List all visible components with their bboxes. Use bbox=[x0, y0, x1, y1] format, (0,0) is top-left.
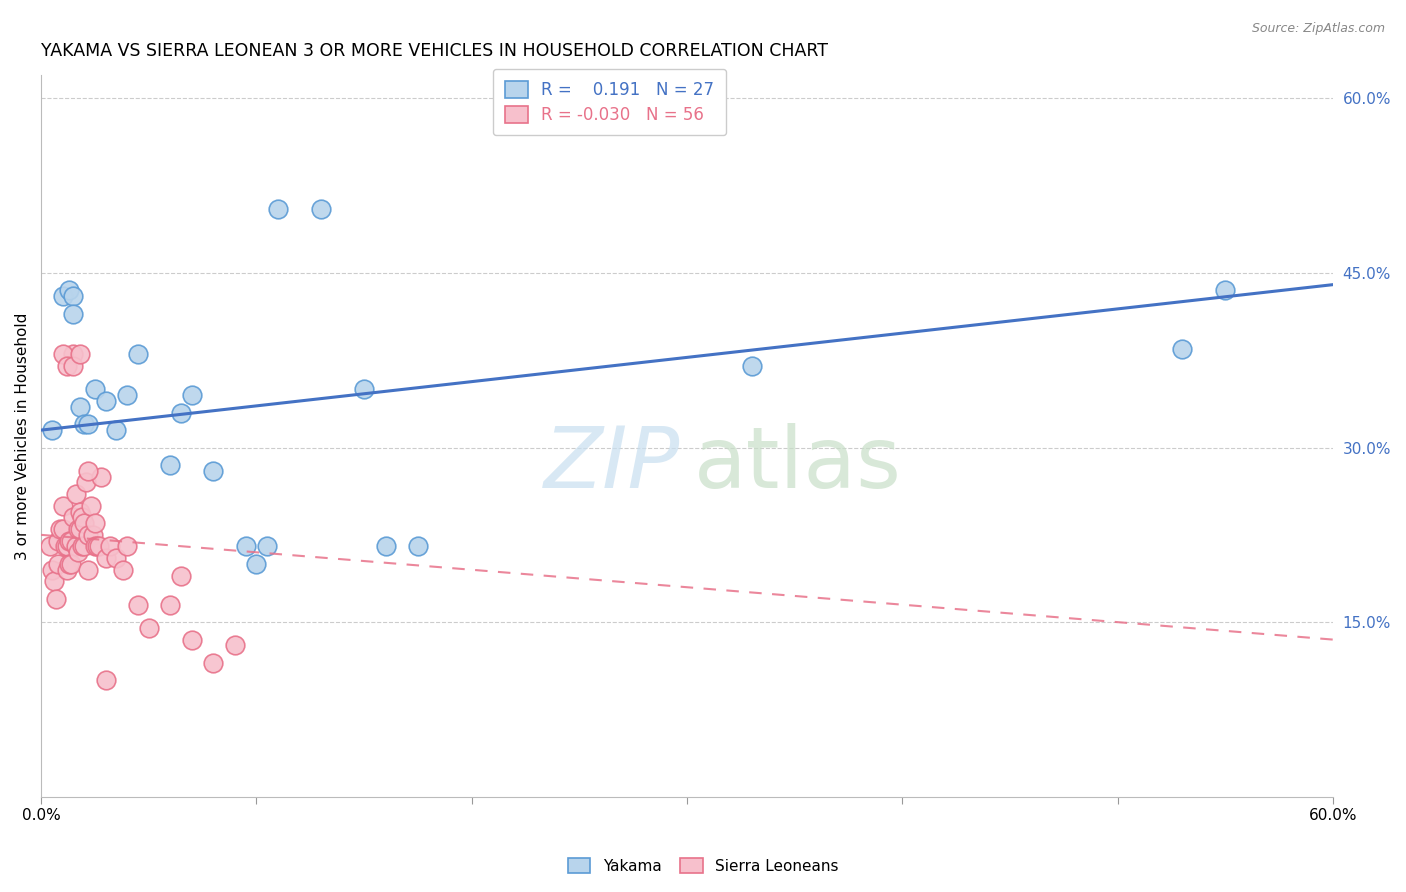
Point bbox=[374, 540, 396, 554]
Point bbox=[84, 540, 107, 554]
Point bbox=[65, 540, 87, 554]
Point bbox=[58, 284, 80, 298]
Point bbox=[94, 673, 117, 688]
Point bbox=[90, 469, 112, 483]
Point bbox=[202, 464, 225, 478]
Point bbox=[138, 621, 160, 635]
Point bbox=[159, 598, 181, 612]
Point bbox=[53, 540, 76, 554]
Point bbox=[105, 423, 128, 437]
Point bbox=[115, 540, 138, 554]
Text: ZIP: ZIP bbox=[544, 424, 681, 507]
Point bbox=[73, 540, 96, 554]
Point bbox=[77, 563, 100, 577]
Point bbox=[62, 347, 84, 361]
Point bbox=[62, 289, 84, 303]
Text: Source: ZipAtlas.com: Source: ZipAtlas.com bbox=[1251, 22, 1385, 36]
Point bbox=[73, 417, 96, 432]
Point bbox=[82, 528, 104, 542]
Point bbox=[66, 545, 89, 559]
Point bbox=[77, 417, 100, 432]
Point bbox=[70, 510, 93, 524]
Point bbox=[224, 639, 246, 653]
Point bbox=[66, 522, 89, 536]
Point bbox=[49, 522, 72, 536]
Text: YAKAMA VS SIERRA LEONEAN 3 OR MORE VEHICLES IN HOUSEHOLD CORRELATION CHART: YAKAMA VS SIERRA LEONEAN 3 OR MORE VEHIC… bbox=[41, 42, 828, 60]
Point bbox=[65, 487, 87, 501]
Point bbox=[46, 533, 69, 548]
Point bbox=[60, 533, 83, 548]
Point bbox=[180, 388, 202, 402]
Point bbox=[267, 202, 290, 216]
Y-axis label: 3 or more Vehicles in Household: 3 or more Vehicles in Household bbox=[15, 312, 30, 559]
Point bbox=[79, 499, 101, 513]
Point bbox=[105, 551, 128, 566]
Point bbox=[42, 574, 65, 589]
Legend: Yakama, Sierra Leoneans: Yakama, Sierra Leoneans bbox=[561, 852, 845, 880]
Point bbox=[202, 656, 225, 670]
Point bbox=[75, 475, 97, 490]
Point bbox=[56, 359, 79, 373]
Point bbox=[245, 557, 267, 571]
Point bbox=[69, 505, 91, 519]
Point bbox=[58, 557, 80, 571]
Point bbox=[94, 551, 117, 566]
Point bbox=[1213, 284, 1236, 298]
Point bbox=[89, 540, 111, 554]
Point bbox=[127, 347, 149, 361]
Point bbox=[60, 557, 83, 571]
Point bbox=[62, 307, 84, 321]
Point bbox=[127, 598, 149, 612]
Point bbox=[38, 540, 60, 554]
Point bbox=[159, 458, 181, 472]
Point bbox=[69, 400, 91, 414]
Point bbox=[111, 563, 134, 577]
Point bbox=[406, 540, 429, 554]
Point bbox=[170, 568, 193, 582]
Text: atlas: atlas bbox=[693, 424, 901, 507]
Point bbox=[84, 516, 107, 531]
Point bbox=[77, 528, 100, 542]
Point bbox=[56, 563, 79, 577]
Point bbox=[52, 522, 75, 536]
Point bbox=[41, 423, 63, 437]
Point bbox=[46, 557, 69, 571]
Point bbox=[86, 540, 108, 554]
Point bbox=[45, 591, 67, 606]
Point bbox=[235, 540, 257, 554]
Point bbox=[62, 510, 84, 524]
Legend: R =    0.191   N = 27, R = -0.030   N = 56: R = 0.191 N = 27, R = -0.030 N = 56 bbox=[494, 69, 725, 136]
Point bbox=[256, 540, 278, 554]
Point bbox=[353, 383, 375, 397]
Point bbox=[94, 394, 117, 409]
Point bbox=[84, 383, 107, 397]
Point bbox=[1171, 342, 1194, 356]
Point bbox=[52, 289, 75, 303]
Point bbox=[170, 406, 193, 420]
Point bbox=[62, 359, 84, 373]
Point bbox=[52, 347, 75, 361]
Point bbox=[58, 533, 80, 548]
Point bbox=[309, 202, 332, 216]
Point bbox=[77, 464, 100, 478]
Point bbox=[73, 516, 96, 531]
Point bbox=[41, 563, 63, 577]
Point bbox=[52, 499, 75, 513]
Point bbox=[70, 540, 93, 554]
Point bbox=[98, 540, 121, 554]
Point bbox=[115, 388, 138, 402]
Point bbox=[180, 632, 202, 647]
Point bbox=[69, 522, 91, 536]
Point bbox=[69, 347, 91, 361]
Point bbox=[741, 359, 763, 373]
Point bbox=[56, 540, 79, 554]
